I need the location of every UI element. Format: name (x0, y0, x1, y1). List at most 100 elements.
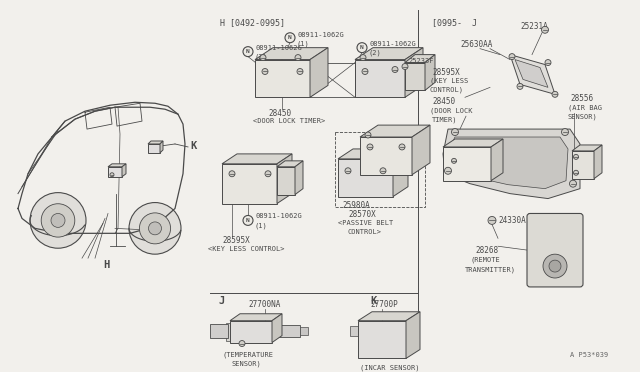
Circle shape (545, 60, 551, 65)
Circle shape (541, 26, 548, 33)
Text: N: N (246, 218, 250, 223)
Circle shape (297, 68, 303, 74)
Polygon shape (355, 60, 405, 97)
Polygon shape (406, 312, 420, 359)
Text: (AIR BAG: (AIR BAG (568, 104, 602, 111)
Circle shape (573, 154, 579, 159)
Polygon shape (222, 154, 292, 164)
Circle shape (262, 68, 268, 74)
Text: N: N (288, 35, 292, 40)
Polygon shape (443, 147, 491, 181)
Text: CONTROL): CONTROL) (430, 86, 464, 93)
Text: 08911-1062G: 08911-1062G (255, 45, 301, 51)
Circle shape (243, 215, 253, 225)
Bar (300, 327, 308, 334)
Polygon shape (108, 167, 122, 177)
Text: 28595X: 28595X (222, 236, 250, 245)
Polygon shape (160, 141, 163, 153)
Text: 08911-1062G: 08911-1062G (255, 214, 301, 219)
Bar (210, 324, 228, 337)
Circle shape (239, 340, 245, 346)
Circle shape (561, 129, 568, 135)
Text: 27700NA: 27700NA (248, 300, 280, 309)
Text: N: N (246, 49, 250, 54)
Polygon shape (338, 159, 393, 196)
Circle shape (265, 171, 271, 177)
Circle shape (129, 202, 181, 254)
Text: (KEY LESS: (KEY LESS (430, 77, 468, 84)
Circle shape (549, 260, 561, 272)
Text: (2): (2) (255, 54, 268, 60)
Text: 27700P: 27700P (370, 300, 397, 309)
Circle shape (51, 214, 65, 227)
Circle shape (451, 129, 458, 135)
Circle shape (260, 55, 266, 61)
Polygon shape (148, 144, 160, 153)
Text: 28450: 28450 (268, 109, 291, 118)
Polygon shape (108, 164, 126, 167)
Text: H: H (103, 260, 109, 270)
Circle shape (243, 46, 253, 57)
Polygon shape (355, 48, 423, 60)
Text: 25630AA: 25630AA (460, 40, 492, 49)
Circle shape (543, 254, 567, 278)
Polygon shape (405, 62, 425, 90)
Circle shape (285, 33, 295, 43)
Text: 28595X: 28595X (432, 67, 460, 77)
Polygon shape (277, 161, 303, 167)
Bar (272, 325, 300, 337)
Circle shape (41, 204, 75, 237)
Text: (TEMPERATURE: (TEMPERATURE (222, 352, 273, 358)
Polygon shape (393, 149, 408, 196)
Circle shape (30, 193, 86, 248)
Polygon shape (572, 145, 602, 151)
Polygon shape (515, 60, 548, 87)
Circle shape (140, 213, 171, 244)
Circle shape (509, 54, 515, 60)
Text: 28268: 28268 (475, 246, 498, 255)
Text: TRANSMITTER): TRANSMITTER) (465, 266, 516, 273)
Bar (226, 323, 232, 340)
Polygon shape (412, 125, 430, 175)
Polygon shape (510, 55, 555, 94)
Polygon shape (255, 48, 328, 60)
Polygon shape (222, 164, 277, 203)
Text: 24330A: 24330A (498, 217, 525, 225)
Bar (350, 326, 360, 336)
Text: <DOOR LOCK TIMER>: <DOOR LOCK TIMER> (253, 118, 325, 124)
Text: <KEY LESS CONTROL>: <KEY LESS CONTROL> (208, 246, 285, 252)
Text: 25233F: 25233F (408, 58, 433, 64)
Text: K: K (370, 296, 376, 306)
Text: (REMOTE: (REMOTE (470, 256, 500, 263)
Polygon shape (230, 321, 272, 343)
Text: SENSOR): SENSOR) (232, 360, 262, 367)
Polygon shape (358, 321, 406, 359)
Circle shape (367, 144, 373, 150)
Bar (335, 132, 425, 206)
Text: 25980A: 25980A (342, 201, 370, 209)
Circle shape (402, 64, 408, 70)
Text: [0995-  J: [0995- J (432, 18, 477, 27)
Text: K: K (190, 141, 196, 151)
Text: TIMER): TIMER) (432, 116, 458, 123)
Polygon shape (358, 312, 420, 321)
Circle shape (552, 92, 558, 97)
Polygon shape (425, 55, 435, 90)
Polygon shape (277, 154, 292, 203)
Polygon shape (405, 55, 435, 62)
Text: 28556: 28556 (570, 94, 593, 103)
Circle shape (229, 171, 235, 177)
Polygon shape (405, 48, 423, 97)
Polygon shape (255, 60, 310, 97)
Text: (1): (1) (297, 41, 310, 47)
Text: (INCAR SENSOR): (INCAR SENSOR) (360, 365, 419, 371)
Polygon shape (277, 167, 295, 195)
Text: SENSOR): SENSOR) (568, 113, 598, 120)
Polygon shape (594, 145, 602, 179)
Text: (2): (2) (369, 49, 381, 56)
Circle shape (148, 222, 161, 235)
Circle shape (399, 144, 405, 150)
Text: 08911-1062G: 08911-1062G (297, 32, 344, 38)
Circle shape (360, 55, 366, 61)
Polygon shape (360, 137, 412, 175)
